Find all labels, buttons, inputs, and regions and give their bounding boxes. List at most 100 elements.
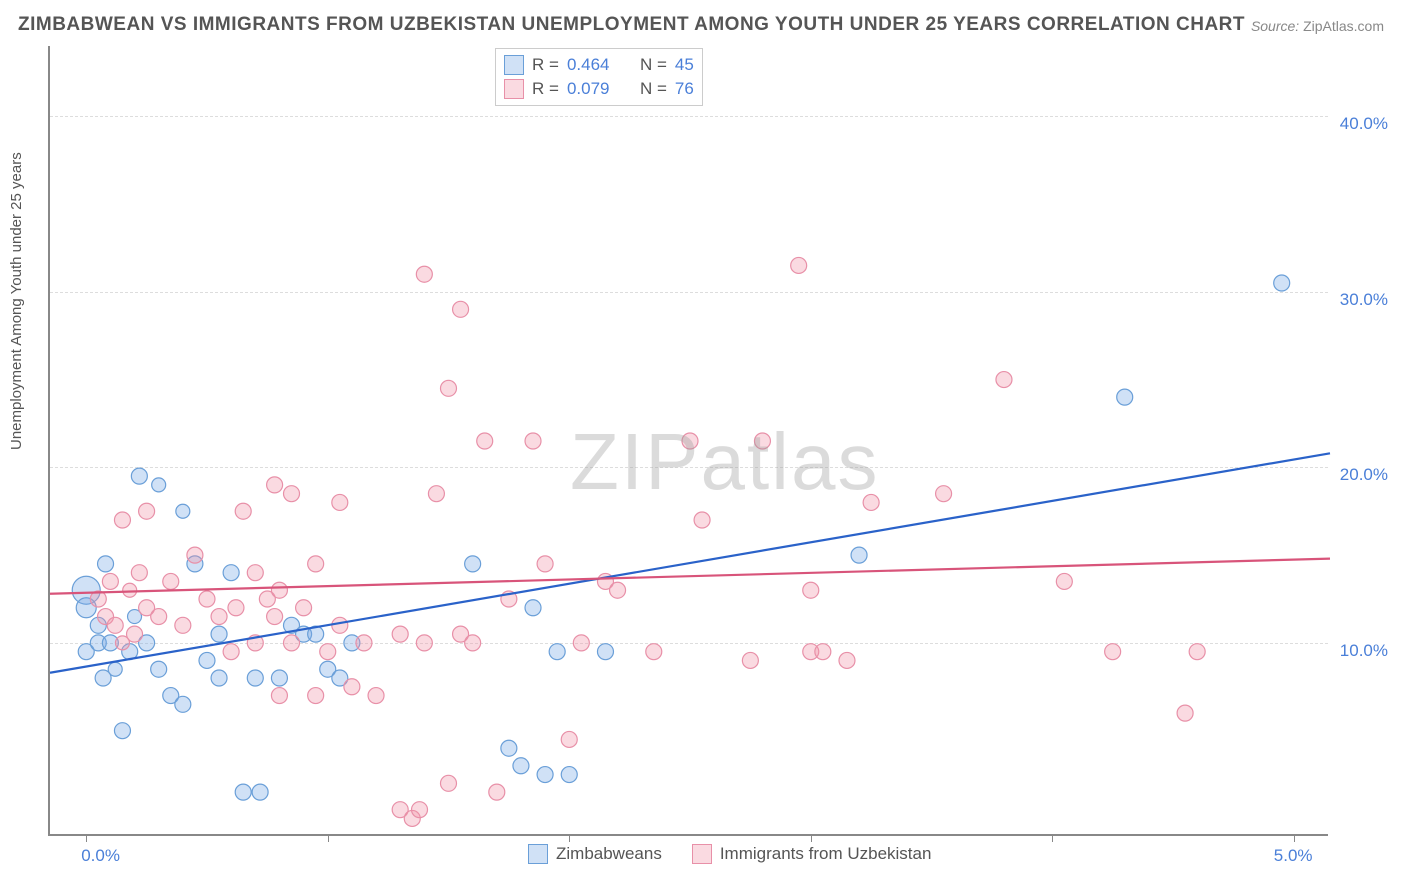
data-point bbox=[211, 670, 227, 686]
data-point bbox=[1189, 644, 1205, 660]
data-point bbox=[392, 626, 408, 642]
data-point bbox=[610, 582, 626, 598]
data-point bbox=[344, 679, 360, 695]
series-name: Immigrants from Uzbekistan bbox=[720, 844, 932, 864]
data-point bbox=[332, 617, 348, 633]
data-point bbox=[537, 556, 553, 572]
y-tick-label: 20.0% bbox=[1340, 465, 1388, 485]
data-point bbox=[163, 573, 179, 589]
data-point bbox=[1056, 573, 1072, 589]
data-point bbox=[114, 723, 130, 739]
data-point bbox=[453, 301, 469, 317]
data-point bbox=[271, 688, 287, 704]
data-point bbox=[247, 670, 263, 686]
r-label: R = bbox=[532, 79, 559, 99]
data-point bbox=[513, 758, 529, 774]
legend-row: R =0.464N =45 bbox=[504, 53, 694, 77]
legend-item: Zimbabweans bbox=[528, 844, 662, 864]
data-point bbox=[742, 652, 758, 668]
legend-row: R =0.079N =76 bbox=[504, 77, 694, 101]
data-point bbox=[284, 486, 300, 502]
r-value: 0.464 bbox=[567, 55, 622, 75]
source-attribution: Source: ZipAtlas.com bbox=[1251, 18, 1384, 34]
plot-area: R =0.464N =45R =0.079N =76 ZIPatlas 10.0… bbox=[48, 46, 1328, 836]
data-point bbox=[252, 784, 268, 800]
legend-swatch bbox=[692, 844, 712, 864]
data-point bbox=[537, 767, 553, 783]
data-point bbox=[320, 644, 336, 660]
data-point bbox=[440, 380, 456, 396]
data-point bbox=[368, 688, 384, 704]
x-tick bbox=[569, 834, 570, 842]
data-point bbox=[228, 600, 244, 616]
data-point bbox=[682, 433, 698, 449]
data-point bbox=[1117, 389, 1133, 405]
data-point bbox=[815, 644, 831, 660]
data-point bbox=[267, 477, 283, 493]
legend-swatch bbox=[528, 844, 548, 864]
legend-item: Immigrants from Uzbekistan bbox=[692, 844, 932, 864]
data-point bbox=[247, 565, 263, 581]
n-value: 45 bbox=[675, 55, 694, 75]
data-point bbox=[151, 609, 167, 625]
x-tick-label: 5.0% bbox=[1274, 846, 1313, 866]
data-point bbox=[501, 740, 517, 756]
data-point bbox=[175, 696, 191, 712]
data-point bbox=[187, 547, 203, 563]
data-point bbox=[754, 433, 770, 449]
data-point bbox=[308, 688, 324, 704]
data-point bbox=[356, 635, 372, 651]
data-point bbox=[791, 257, 807, 273]
data-point bbox=[597, 644, 613, 660]
y-tick-label: 40.0% bbox=[1340, 114, 1388, 134]
data-point bbox=[296, 600, 312, 616]
n-label: N = bbox=[640, 79, 667, 99]
data-point bbox=[175, 617, 191, 633]
data-point bbox=[489, 784, 505, 800]
data-point bbox=[152, 478, 166, 492]
r-value: 0.079 bbox=[567, 79, 622, 99]
source-label: Source: bbox=[1251, 18, 1299, 34]
data-point bbox=[1274, 275, 1290, 291]
source-value: ZipAtlas.com bbox=[1303, 18, 1384, 34]
data-point bbox=[223, 644, 239, 660]
data-point bbox=[416, 266, 432, 282]
data-point bbox=[332, 494, 348, 510]
x-tick bbox=[811, 834, 812, 842]
data-point bbox=[996, 372, 1012, 388]
data-point bbox=[646, 644, 662, 660]
data-point bbox=[199, 591, 215, 607]
legend-swatch bbox=[504, 79, 524, 99]
data-point bbox=[549, 644, 565, 660]
data-point bbox=[525, 433, 541, 449]
data-point bbox=[176, 504, 190, 518]
data-point bbox=[223, 565, 239, 581]
data-point bbox=[139, 503, 155, 519]
data-point bbox=[211, 609, 227, 625]
data-point bbox=[428, 486, 444, 502]
x-tick bbox=[1052, 834, 1053, 842]
series-legend: Zimbabweans Immigrants from Uzbekistan bbox=[528, 844, 931, 864]
y-tick-label: 10.0% bbox=[1340, 641, 1388, 661]
y-tick-label: 30.0% bbox=[1340, 290, 1388, 310]
n-label: N = bbox=[640, 55, 667, 75]
data-point bbox=[1105, 644, 1121, 660]
data-point bbox=[839, 652, 855, 668]
data-point bbox=[412, 802, 428, 818]
data-point bbox=[465, 635, 481, 651]
data-point bbox=[267, 609, 283, 625]
data-point bbox=[561, 731, 577, 747]
correlation-legend: R =0.464N =45R =0.079N =76 bbox=[495, 48, 703, 106]
data-point bbox=[211, 626, 227, 642]
data-point bbox=[235, 503, 251, 519]
data-point bbox=[1177, 705, 1193, 721]
data-point bbox=[102, 573, 118, 589]
data-point bbox=[561, 767, 577, 783]
data-point bbox=[573, 635, 589, 651]
x-tick bbox=[328, 834, 329, 842]
chart-title: ZIMBABWEAN VS IMMIGRANTS FROM UZBEKISTAN… bbox=[18, 14, 1245, 36]
data-point bbox=[308, 556, 324, 572]
data-point bbox=[115, 636, 129, 650]
data-point bbox=[416, 635, 432, 651]
scatter-svg bbox=[50, 46, 1328, 834]
